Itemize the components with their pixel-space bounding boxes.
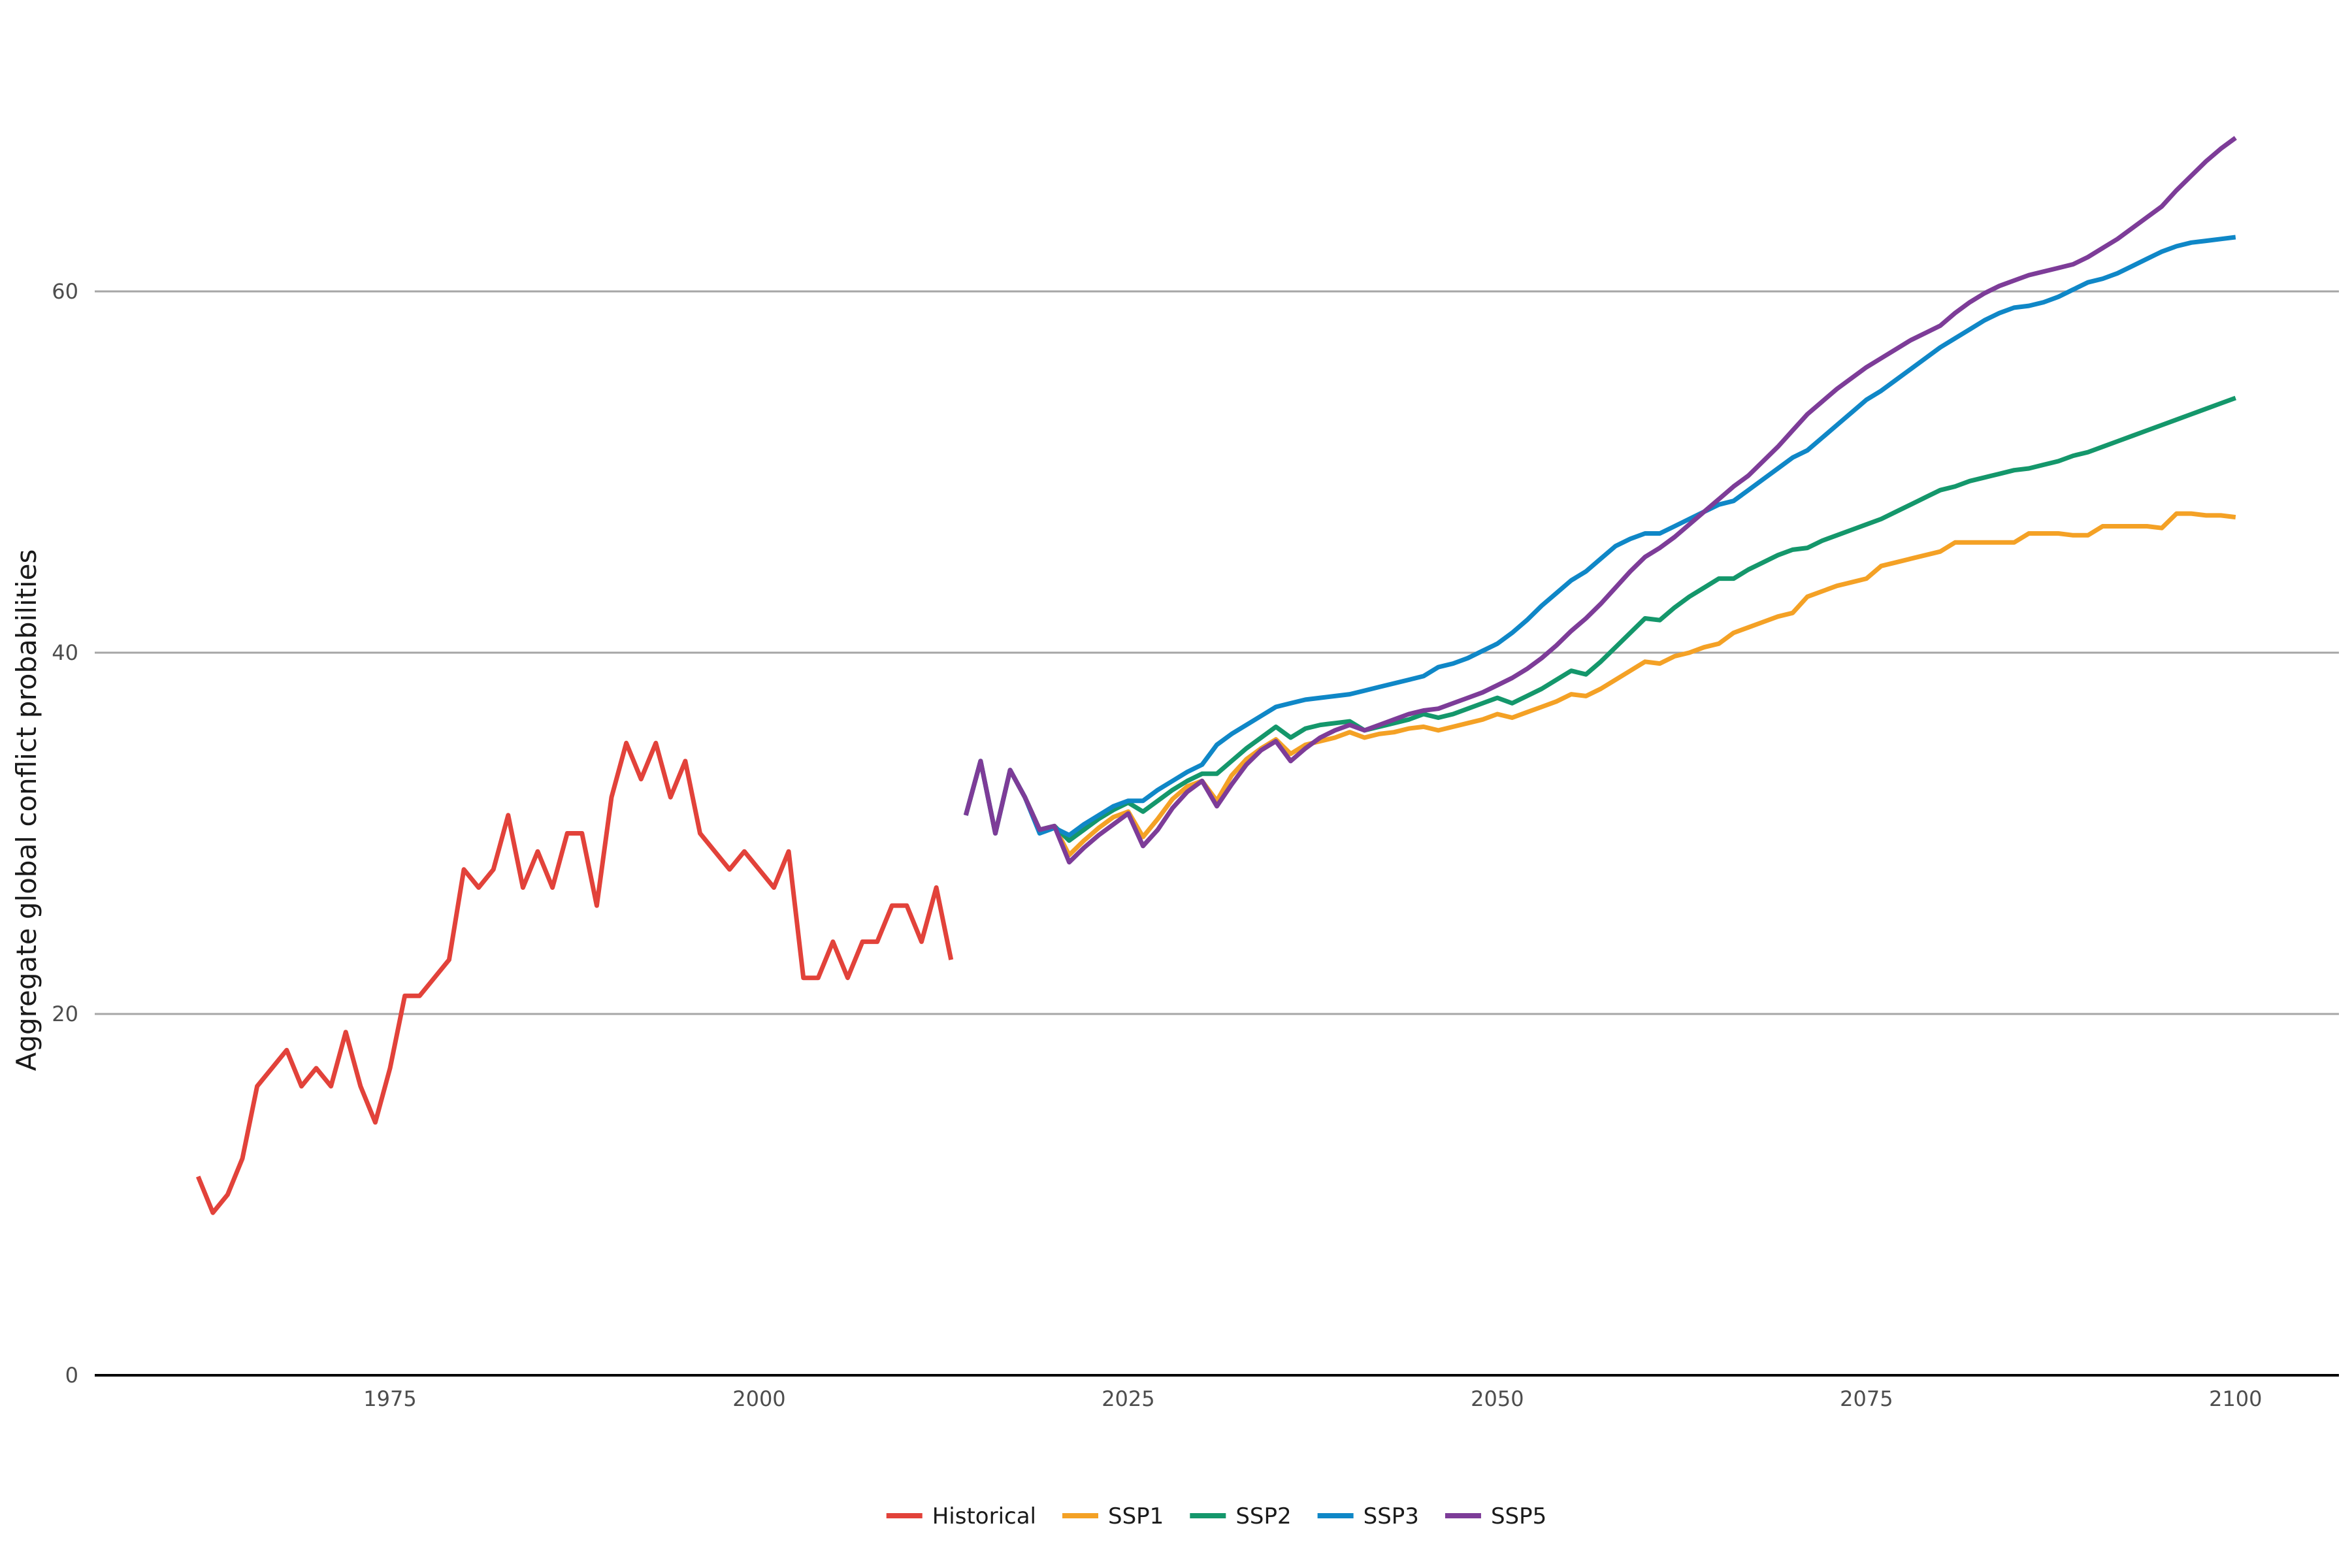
legend-label: SSP1 <box>1108 1503 1164 1529</box>
series-line-ssp3 <box>963 235 2236 838</box>
y-tick-label: 60 <box>52 279 78 304</box>
y-tick-label: 20 <box>52 1002 78 1026</box>
series-lines <box>195 136 2237 1215</box>
legend-label: SSP5 <box>1491 1503 1546 1529</box>
series-line-ssp2 <box>963 395 2237 843</box>
x-tick-label: 2100 <box>2209 1386 2262 1411</box>
x-tick-label: 2050 <box>1471 1386 1524 1411</box>
y-axis-title: Aggregate global conflict probabilities <box>10 549 42 1071</box>
y-tick-label: 40 <box>52 640 78 665</box>
legend-label: SSP2 <box>1235 1503 1291 1529</box>
x-tick-label: 2025 <box>1102 1386 1154 1411</box>
series-line-ssp1 <box>963 511 2236 858</box>
x-tick-label: 2075 <box>1840 1386 1893 1411</box>
series-line-ssp5 <box>963 136 2237 865</box>
y-tick-label: 0 <box>65 1363 78 1388</box>
x-tick-label: 1975 <box>363 1386 416 1411</box>
gridlines <box>95 290 2339 1015</box>
legend-label: Historical <box>932 1503 1036 1529</box>
series-line-historical <box>195 740 954 1215</box>
x-tick-label: 2000 <box>732 1386 785 1411</box>
axes: 0 20 40 60 1975 2000 2025 2050 2075 2100 <box>52 279 2339 1411</box>
legend-label: SSP3 <box>1364 1503 1419 1529</box>
legend: Historical SSP1 SSP2 SSP3 SSP5 <box>886 1503 1546 1529</box>
